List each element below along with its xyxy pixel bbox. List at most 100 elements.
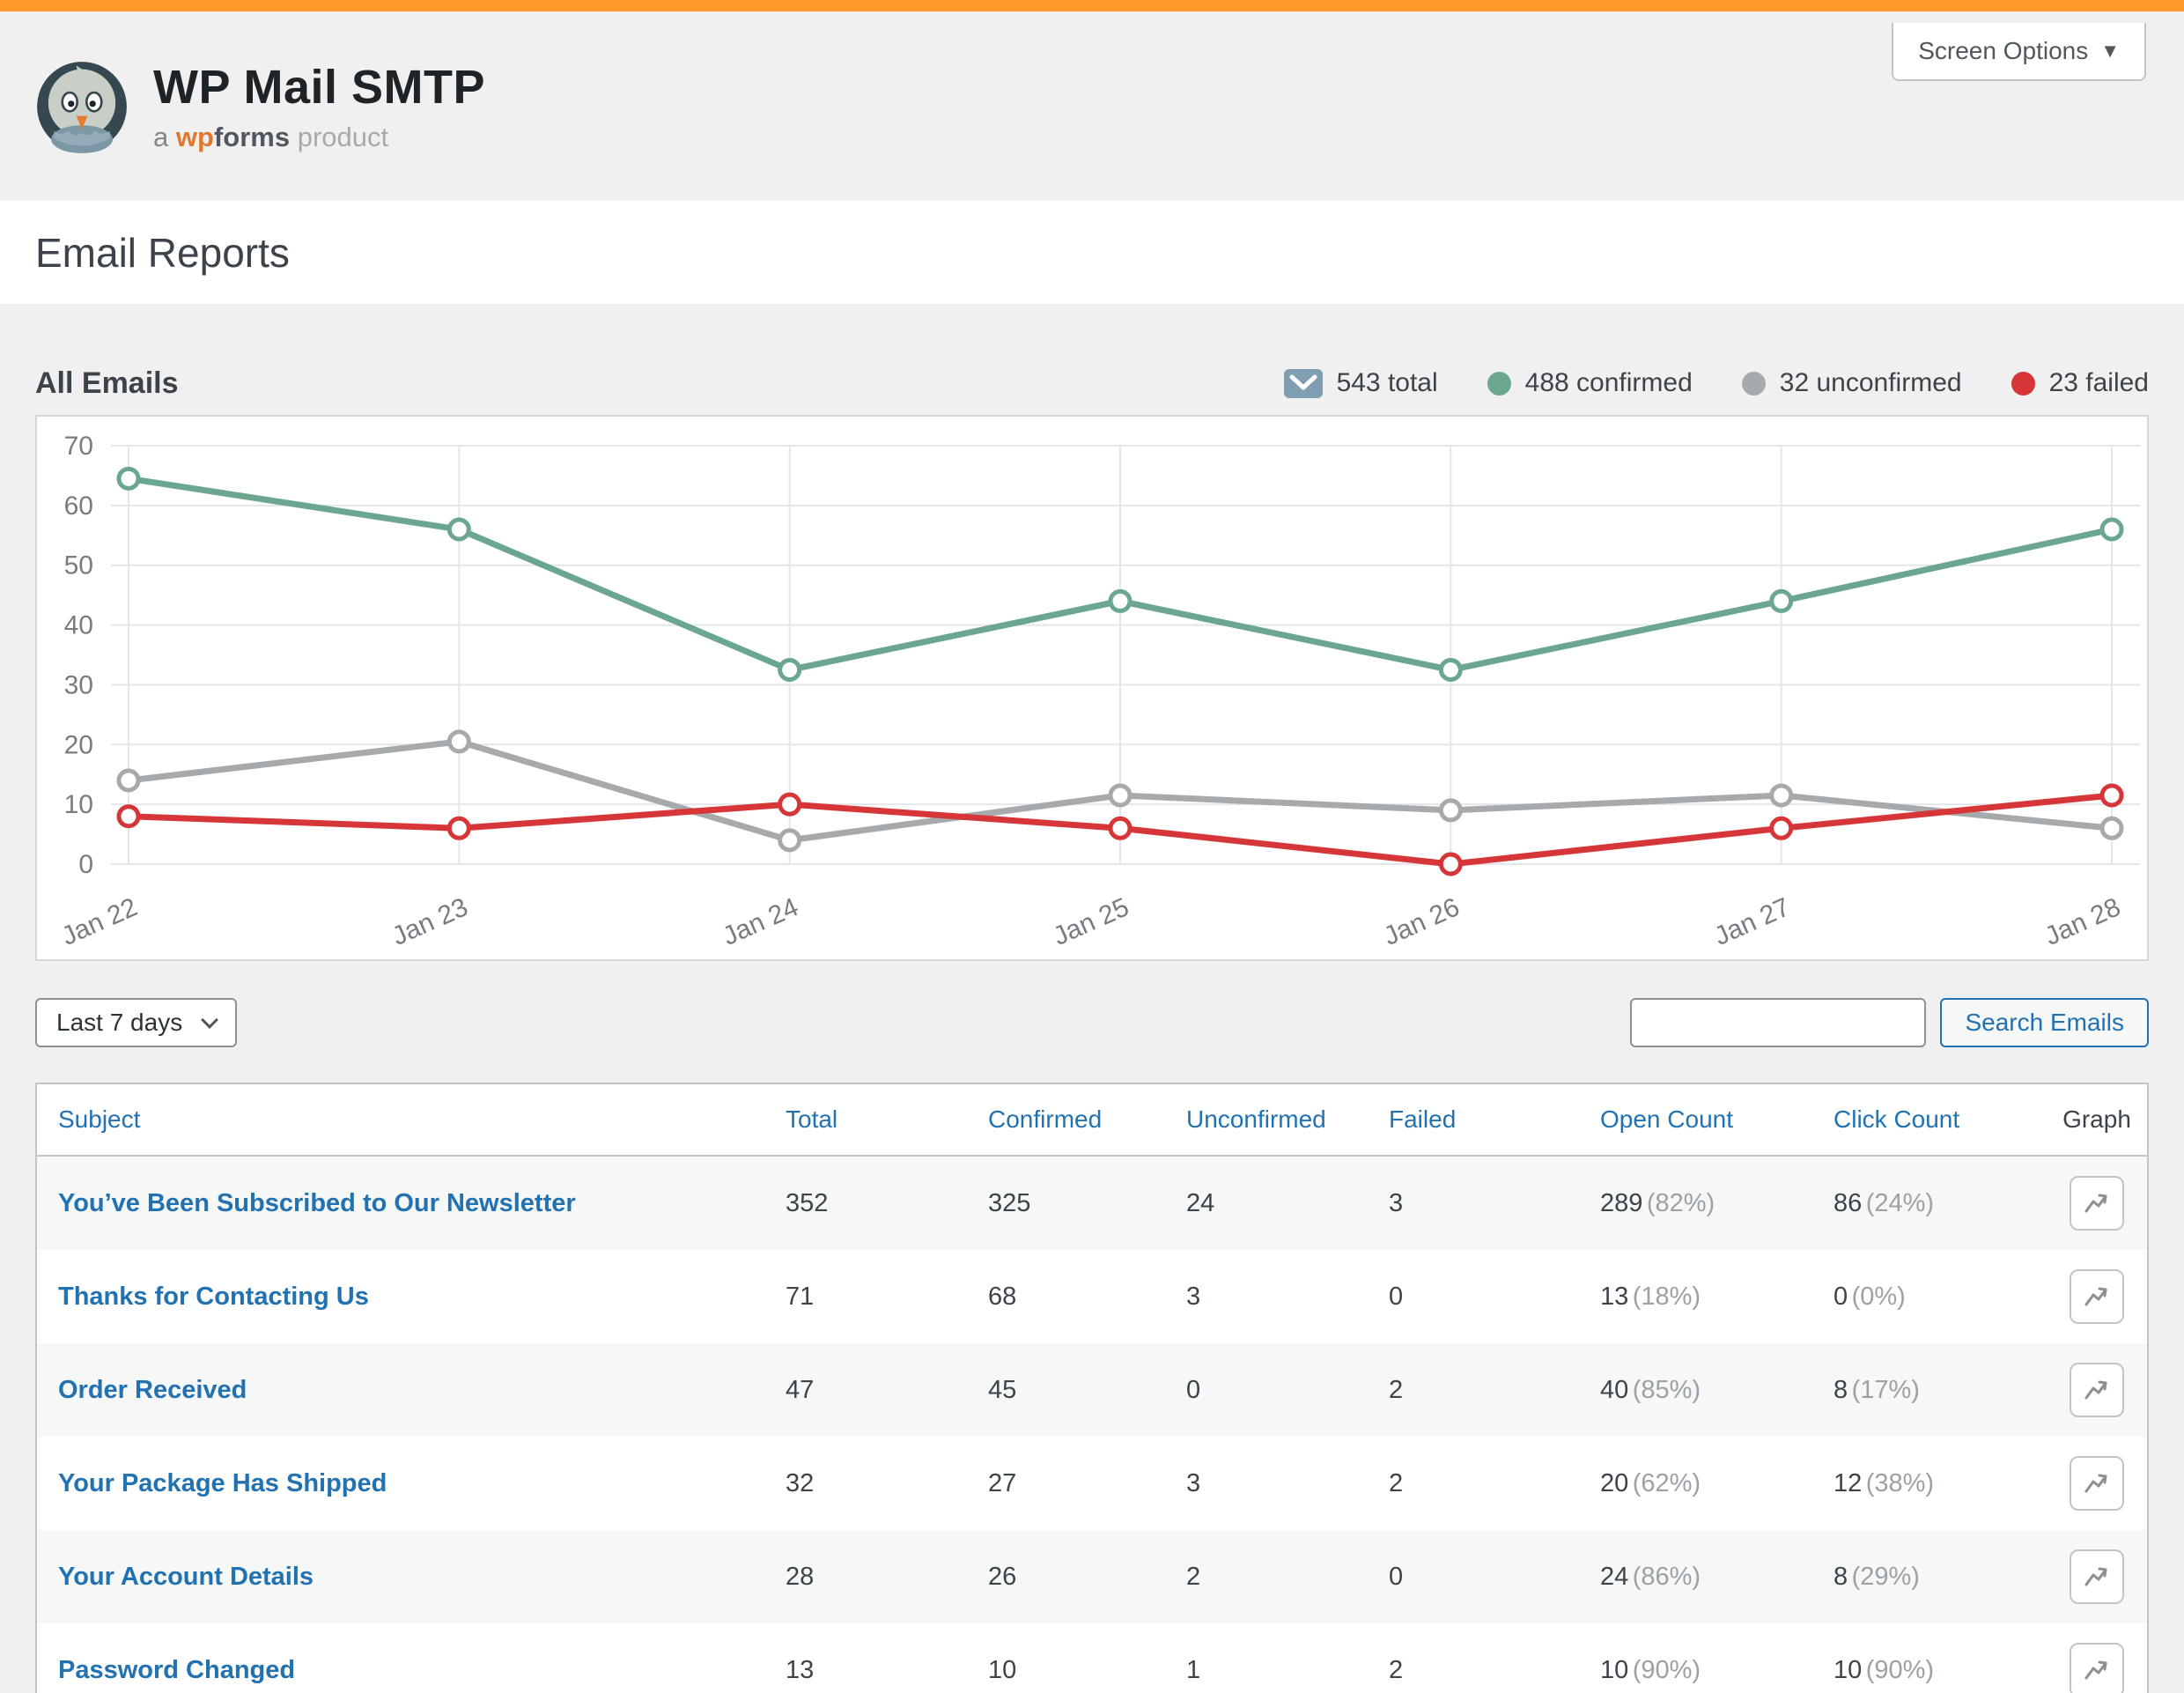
chevron-down-icon: ▼ <box>2100 40 2120 62</box>
click-count-percent: (29%) <box>1851 1562 1920 1591</box>
emails-line-chart-card: 0 10 20 30 40 50 60 70 Jan 22 Jan 23 Jan 24 Jan 25 J… <box>35 415 2149 961</box>
line-chart-icon <box>2082 1561 2112 1593</box>
search-emails-button[interactable]: Search Emails <box>1940 998 2149 1047</box>
unconfirmed-value: 2 <box>1186 1562 1201 1591</box>
dot-icon <box>1741 371 1766 396</box>
open-count-percent: (18%) <box>1632 1282 1701 1311</box>
data-point-failed <box>446 816 471 840</box>
click-count-percent: (17%) <box>1851 1375 1920 1404</box>
graph-cell <box>2050 1363 2143 1417</box>
total-value: 71 <box>786 1282 815 1311</box>
sort-link-failed[interactable]: Failed <box>1389 1105 1457 1133</box>
open-count-cell: 20 (62%) <box>1600 1469 1834 1498</box>
data-point-unconfirmed <box>1108 783 1133 808</box>
data-point-confirmed <box>1108 588 1133 613</box>
click-count-cell: 12 (38%) <box>1834 1469 2050 1498</box>
total-value: 13 <box>786 1655 815 1684</box>
sort-link-open-count[interactable]: Open Count <box>1600 1105 1733 1133</box>
graph-button[interactable] <box>2070 1363 2124 1417</box>
date-range-select[interactable]: Last 7 days <box>35 998 238 1047</box>
graph-button[interactable] <box>2070 1269 2124 1324</box>
failed-value: 2 <box>1389 1468 1404 1497</box>
sort-link-click-count[interactable]: Click Count <box>1834 1105 1960 1133</box>
column-header-label: Graph <box>2062 1105 2131 1133</box>
y-tick-label: 10 <box>64 790 93 819</box>
data-point-confirmed <box>116 466 141 491</box>
email-totals-legend: 543 total 488 confirmed 32 unconfirmed 23 f… <box>1283 368 2149 398</box>
open-count-percent: (90%) <box>1632 1655 1701 1684</box>
chart-svg: 0 10 20 30 40 50 60 70 Jan 22 Jan 23 Jan 24 Jan 25 J… <box>57 432 2140 951</box>
data-point-unconfirmed <box>1438 798 1463 823</box>
x-tick-label: Jan 25 <box>1049 892 1133 951</box>
failed-value: 2 <box>1389 1655 1404 1684</box>
confirmed-value: 10 <box>988 1655 1017 1684</box>
x-tick-label: Jan 22 <box>57 892 142 951</box>
data-point-confirmed <box>446 517 471 542</box>
open-count-percent: (82%) <box>1646 1188 1715 1217</box>
date-range-value: Last 7 days <box>56 1009 183 1036</box>
screen-options-button[interactable]: Screen Options ▼ <box>1892 23 2146 81</box>
line-chart-icon <box>2082 1187 2112 1220</box>
data-point-confirmed <box>1769 588 1794 613</box>
screen-options-label: Screen Options <box>1918 37 2089 64</box>
open-count-cell: 289 (82%) <box>1600 1189 1834 1218</box>
email-subject-link[interactable]: You’ve Been Subscribed to Our Newsletter <box>58 1188 576 1217</box>
column-header-open-count: Open Count <box>1600 1105 1834 1134</box>
open-count-cell: 13 (18%) <box>1600 1283 1834 1312</box>
graph-button[interactable] <box>2070 1176 2124 1231</box>
sort-link-subject[interactable]: Subject <box>58 1105 141 1133</box>
column-header-unconfirmed: Unconfirmed <box>1186 1105 1389 1134</box>
open-count-percent: (85%) <box>1632 1375 1701 1404</box>
email-subject-link[interactable]: Your Package Has Shipped <box>58 1468 387 1497</box>
data-point-unconfirmed <box>778 828 802 853</box>
click-count-cell: 86 (24%) <box>1834 1189 2050 1218</box>
unconfirmed-value: 3 <box>1186 1282 1201 1311</box>
dot-icon <box>2011 371 2035 396</box>
table-row: Thanks for Contacting Us 71 68 3 0 13 (18%) 0 … <box>37 1250 2147 1343</box>
email-subject-link[interactable]: Your Account Details <box>58 1562 314 1591</box>
email-reports-table: Subject Total Confirmed Unconfirmed Failed Op… <box>35 1083 2149 1693</box>
graph-button[interactable] <box>2070 1456 2124 1511</box>
legend-label: 23 failed <box>2048 368 2149 397</box>
search-input[interactable] <box>1630 998 1927 1047</box>
email-subject-link[interactable]: Order Received <box>58 1375 247 1404</box>
subject-cell: You’ve Been Subscribed to Our Newsletter <box>37 1189 786 1218</box>
open-count-percent: (62%) <box>1632 1468 1701 1497</box>
email-subject-link[interactable]: Password Changed <box>58 1655 296 1684</box>
sort-link-unconfirmed[interactable]: Unconfirmed <box>1186 1105 1326 1133</box>
data-point-unconfirmed <box>2099 816 2124 840</box>
y-tick-label: 60 <box>64 492 93 521</box>
data-point-failed <box>2099 783 2124 808</box>
app-header: WP Mail SMTP a wpforms product Screen Op… <box>0 11 2184 201</box>
data-point-failed <box>116 804 141 829</box>
data-point-failed <box>1769 816 1794 840</box>
unconfirmed-value: 24 <box>1186 1188 1215 1217</box>
graph-cell <box>2050 1643 2143 1693</box>
line-chart-icon <box>2082 1374 2112 1407</box>
open-count-value: 40 <box>1600 1375 1629 1404</box>
click-count-value: 10 <box>1834 1655 1863 1684</box>
email-subject-link[interactable]: Thanks for Contacting Us <box>58 1282 369 1311</box>
graph-button[interactable] <box>2070 1549 2124 1604</box>
sort-link-total[interactable]: Total <box>786 1105 838 1133</box>
failed-value: 0 <box>1389 1282 1404 1311</box>
click-count-cell: 8 (17%) <box>1834 1376 2050 1405</box>
open-count-percent: (86%) <box>1632 1562 1701 1591</box>
table-row: You’ve Been Subscribed to Our Newsletter… <box>37 1157 2147 1250</box>
legend-label: 32 unconfirmed <box>1779 368 1962 397</box>
graph-cell <box>2050 1176 2143 1231</box>
y-tick-label: 70 <box>64 432 93 461</box>
failed-value: 0 <box>1389 1562 1404 1591</box>
legend-item: 23 failed <box>2011 368 2149 398</box>
open-count-value: 13 <box>1600 1282 1629 1311</box>
column-header-total: Total <box>786 1105 988 1134</box>
section-heading: All Emails <box>35 366 179 400</box>
confirmed-value: 27 <box>988 1468 1017 1497</box>
y-tick-label: 40 <box>64 611 93 640</box>
graph-cell <box>2050 1456 2143 1511</box>
graph-button[interactable] <box>2070 1643 2124 1693</box>
data-point-failed <box>778 792 802 817</box>
sort-link-confirmed[interactable]: Confirmed <box>988 1105 1103 1133</box>
column-header-subject: Subject <box>37 1105 786 1134</box>
data-point-unconfirmed <box>116 768 141 793</box>
